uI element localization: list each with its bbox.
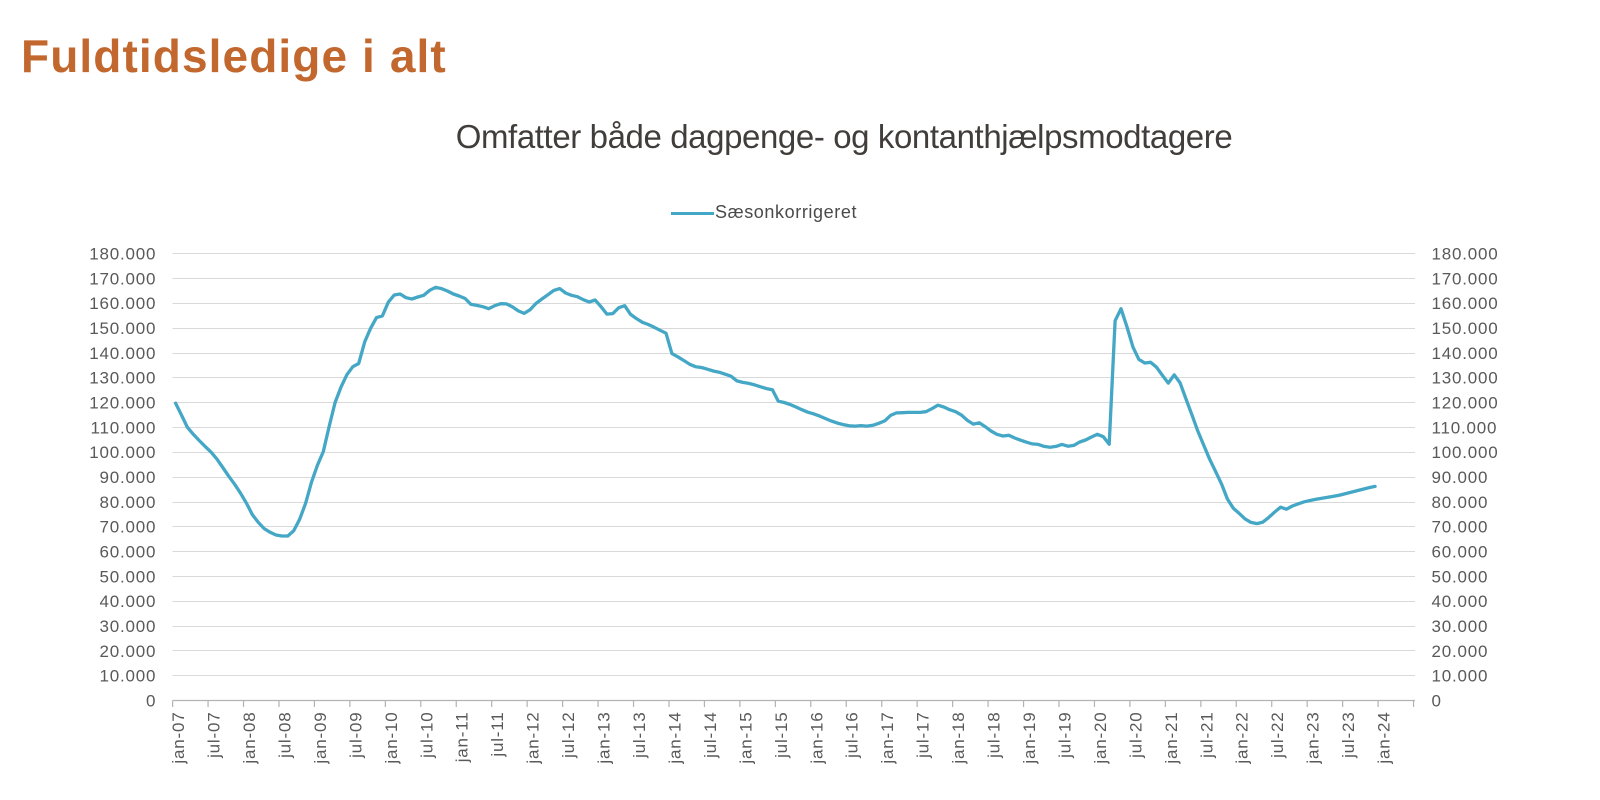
svg-text:20.000: 20.000 <box>100 642 157 661</box>
svg-text:jan-24: jan-24 <box>1375 712 1394 765</box>
svg-text:60.000: 60.000 <box>100 543 157 562</box>
svg-text:jan-11: jan-11 <box>453 712 472 764</box>
svg-text:jul-23: jul-23 <box>1339 712 1358 759</box>
svg-text:90.000: 90.000 <box>100 468 157 487</box>
svg-text:jul-08: jul-08 <box>275 712 294 759</box>
svg-text:150.000: 150.000 <box>89 319 156 338</box>
svg-text:jan-18: jan-18 <box>949 712 968 765</box>
svg-text:150.000: 150.000 <box>1432 319 1499 338</box>
svg-text:jan-12: jan-12 <box>524 712 543 765</box>
svg-text:jul-09: jul-09 <box>346 712 365 759</box>
svg-text:jan-08: jan-08 <box>240 712 259 765</box>
svg-text:140.000: 140.000 <box>89 344 156 363</box>
svg-text:jan-20: jan-20 <box>1091 712 1110 765</box>
svg-text:jul-11: jul-11 <box>488 712 507 758</box>
svg-text:80.000: 80.000 <box>1432 493 1489 512</box>
svg-text:80.000: 80.000 <box>100 493 157 512</box>
svg-text:120.000: 120.000 <box>89 394 156 413</box>
svg-text:60.000: 60.000 <box>1432 543 1489 562</box>
svg-text:jan-13: jan-13 <box>595 712 614 765</box>
svg-text:jul-10: jul-10 <box>417 712 436 759</box>
svg-text:jul-16: jul-16 <box>843 712 862 759</box>
svg-text:100.000: 100.000 <box>1432 443 1499 462</box>
svg-text:10.000: 10.000 <box>100 667 157 686</box>
svg-text:jul-07: jul-07 <box>205 712 224 759</box>
svg-text:110.000: 110.000 <box>1432 418 1498 437</box>
svg-text:170.000: 170.000 <box>89 269 156 288</box>
svg-text:140.000: 140.000 <box>1432 344 1499 363</box>
svg-text:180.000: 180.000 <box>1432 245 1499 264</box>
svg-text:jan-16: jan-16 <box>807 712 826 765</box>
svg-text:jan-21: jan-21 <box>1162 712 1181 765</box>
svg-text:jul-12: jul-12 <box>559 712 578 759</box>
svg-text:jan-14: jan-14 <box>665 712 684 765</box>
svg-text:70.000: 70.000 <box>1432 518 1489 537</box>
svg-text:jan-23: jan-23 <box>1304 712 1323 765</box>
svg-text:130.000: 130.000 <box>89 369 156 388</box>
svg-text:10.000: 10.000 <box>1432 667 1489 686</box>
svg-text:30.000: 30.000 <box>1432 617 1489 636</box>
svg-text:0: 0 <box>1432 691 1442 710</box>
svg-text:180.000: 180.000 <box>89 245 156 264</box>
svg-text:jul-18: jul-18 <box>985 712 1004 759</box>
svg-text:jul-15: jul-15 <box>772 712 791 759</box>
svg-text:50.000: 50.000 <box>1432 567 1489 586</box>
svg-text:jul-21: jul-21 <box>1197 712 1216 759</box>
svg-text:90.000: 90.000 <box>1432 468 1489 487</box>
svg-text:jan-09: jan-09 <box>311 712 330 765</box>
svg-text:120.000: 120.000 <box>1432 394 1499 413</box>
svg-text:jan-10: jan-10 <box>382 712 401 765</box>
svg-text:jul-17: jul-17 <box>914 712 933 759</box>
svg-text:jul-20: jul-20 <box>1126 712 1145 759</box>
svg-text:jan-17: jan-17 <box>878 712 897 765</box>
svg-text:40.000: 40.000 <box>1432 592 1489 611</box>
svg-text:20.000: 20.000 <box>1432 642 1489 661</box>
svg-text:0: 0 <box>146 691 156 710</box>
svg-text:110.000: 110.000 <box>91 418 157 437</box>
svg-text:jul-14: jul-14 <box>701 712 720 759</box>
svg-text:jul-19: jul-19 <box>1055 712 1074 759</box>
svg-text:170.000: 170.000 <box>1432 269 1499 288</box>
svg-text:40.000: 40.000 <box>100 592 157 611</box>
svg-text:jan-22: jan-22 <box>1233 712 1252 765</box>
svg-text:jul-13: jul-13 <box>630 712 649 759</box>
svg-text:70.000: 70.000 <box>100 518 157 537</box>
svg-text:jan-19: jan-19 <box>1020 712 1039 765</box>
svg-text:30.000: 30.000 <box>100 617 157 636</box>
svg-text:100.000: 100.000 <box>89 443 156 462</box>
svg-text:160.000: 160.000 <box>89 294 156 313</box>
svg-text:160.000: 160.000 <box>1432 294 1499 313</box>
svg-text:jan-15: jan-15 <box>736 712 755 765</box>
svg-text:jan-07: jan-07 <box>169 712 188 765</box>
svg-text:50.000: 50.000 <box>100 567 157 586</box>
svg-text:130.000: 130.000 <box>1432 369 1499 388</box>
svg-text:jul-22: jul-22 <box>1268 712 1287 759</box>
